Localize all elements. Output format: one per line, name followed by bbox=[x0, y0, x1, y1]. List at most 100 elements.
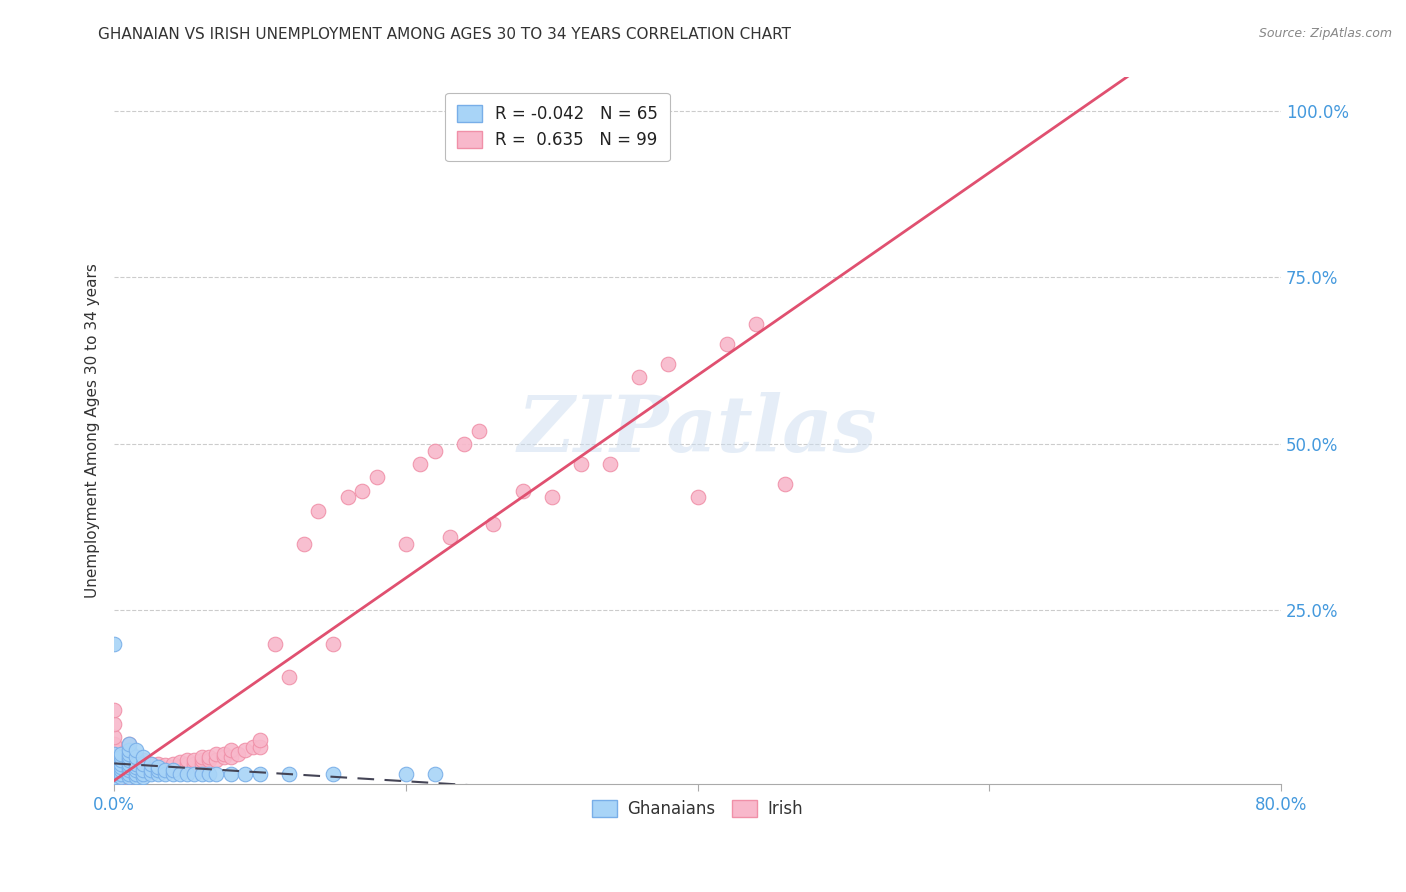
Irish bbox=[395, 537, 418, 551]
Ghanaians bbox=[132, 770, 155, 784]
Ghanaians bbox=[155, 764, 177, 778]
Ghanaians bbox=[278, 766, 301, 780]
Ghanaians bbox=[139, 766, 162, 780]
Legend: Ghanaians, Irish: Ghanaians, Irish bbox=[586, 793, 810, 825]
Irish bbox=[322, 637, 344, 651]
Ghanaians bbox=[103, 764, 125, 778]
Ghanaians bbox=[125, 764, 148, 778]
Irish bbox=[125, 756, 148, 771]
Irish bbox=[169, 760, 191, 774]
Ghanaians bbox=[110, 750, 132, 764]
Irish bbox=[190, 753, 212, 767]
Ghanaians bbox=[110, 764, 132, 778]
Irish bbox=[716, 337, 738, 351]
Irish bbox=[146, 756, 169, 771]
Ghanaians bbox=[110, 770, 132, 784]
Irish bbox=[198, 753, 221, 767]
Ghanaians bbox=[110, 756, 132, 771]
Ghanaians bbox=[139, 756, 162, 771]
Irish bbox=[118, 760, 141, 774]
Ghanaians bbox=[103, 747, 125, 761]
Irish bbox=[103, 766, 125, 780]
Irish bbox=[103, 737, 125, 751]
Ghanaians bbox=[110, 753, 132, 767]
Ghanaians bbox=[235, 766, 257, 780]
Irish bbox=[125, 766, 148, 780]
Ghanaians bbox=[162, 764, 184, 778]
Irish bbox=[249, 740, 271, 755]
Ghanaians bbox=[118, 764, 141, 778]
Irish bbox=[336, 490, 359, 504]
Irish bbox=[118, 756, 141, 771]
Ghanaians bbox=[118, 766, 141, 780]
Irish bbox=[190, 750, 212, 764]
Ghanaians bbox=[125, 766, 148, 780]
Irish bbox=[162, 756, 184, 771]
Irish bbox=[132, 764, 155, 778]
Irish bbox=[278, 670, 301, 684]
Ghanaians bbox=[103, 753, 125, 767]
Irish bbox=[773, 476, 796, 491]
Irish bbox=[103, 747, 125, 761]
Irish bbox=[110, 760, 132, 774]
Irish bbox=[139, 760, 162, 774]
Irish bbox=[205, 753, 228, 767]
Ghanaians bbox=[118, 753, 141, 767]
Ghanaians bbox=[183, 766, 205, 780]
Ghanaians bbox=[146, 766, 169, 780]
Irish bbox=[292, 537, 315, 551]
Ghanaians bbox=[169, 766, 191, 780]
Irish bbox=[103, 716, 125, 731]
Ghanaians bbox=[125, 743, 148, 757]
Irish bbox=[453, 437, 475, 451]
Ghanaians bbox=[132, 750, 155, 764]
Ghanaians bbox=[125, 760, 148, 774]
Irish bbox=[118, 770, 141, 784]
Irish bbox=[176, 756, 198, 771]
Ghanaians bbox=[103, 770, 125, 784]
Irish bbox=[118, 737, 141, 751]
Irish bbox=[540, 490, 562, 504]
Ghanaians bbox=[125, 750, 148, 764]
Irish bbox=[745, 317, 768, 331]
Ghanaians bbox=[110, 766, 132, 780]
Ghanaians bbox=[118, 750, 141, 764]
Irish bbox=[139, 764, 162, 779]
Irish bbox=[512, 483, 534, 498]
Irish bbox=[110, 753, 132, 767]
Ghanaians bbox=[176, 766, 198, 780]
Irish bbox=[190, 756, 212, 771]
Irish bbox=[219, 750, 242, 764]
Ghanaians bbox=[103, 756, 125, 771]
Irish bbox=[657, 357, 679, 371]
Ghanaians bbox=[110, 760, 132, 774]
Irish bbox=[468, 424, 491, 438]
Text: GHANAIAN VS IRISH UNEMPLOYMENT AMONG AGES 30 TO 34 YEARS CORRELATION CHART: GHANAIAN VS IRISH UNEMPLOYMENT AMONG AGE… bbox=[98, 27, 792, 42]
Irish bbox=[482, 516, 505, 531]
Irish bbox=[132, 753, 155, 767]
Ghanaians bbox=[118, 737, 141, 751]
Irish bbox=[118, 743, 141, 757]
Irish bbox=[198, 750, 221, 764]
Ghanaians bbox=[110, 747, 132, 761]
Ghanaians bbox=[205, 766, 228, 780]
Irish bbox=[176, 760, 198, 774]
Irish bbox=[103, 764, 125, 778]
Irish bbox=[103, 770, 125, 784]
Irish bbox=[110, 766, 132, 780]
Irish bbox=[439, 530, 461, 544]
Irish bbox=[103, 730, 125, 744]
Irish bbox=[307, 503, 329, 517]
Ghanaians bbox=[423, 766, 446, 780]
Irish bbox=[599, 457, 621, 471]
Ghanaians bbox=[103, 750, 125, 764]
Irish bbox=[423, 443, 446, 458]
Ghanaians bbox=[118, 747, 141, 761]
Irish bbox=[139, 756, 162, 771]
Irish bbox=[103, 760, 125, 774]
Irish bbox=[205, 747, 228, 761]
Ghanaians bbox=[103, 764, 125, 778]
Ghanaians bbox=[132, 764, 155, 778]
Irish bbox=[219, 743, 242, 757]
Irish bbox=[132, 766, 155, 780]
